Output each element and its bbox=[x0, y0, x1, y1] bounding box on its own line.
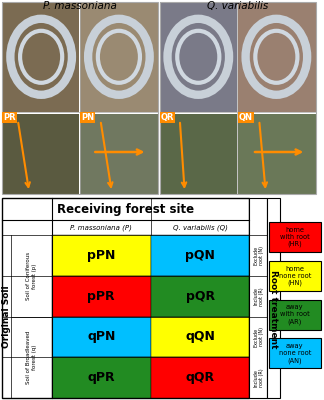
Bar bbox=[269, 222, 321, 252]
Bar bbox=[80, 2, 158, 112]
Text: PR: PR bbox=[3, 113, 16, 122]
Bar bbox=[151, 317, 249, 357]
Bar bbox=[151, 235, 249, 276]
Bar bbox=[2, 114, 79, 194]
Bar bbox=[160, 2, 237, 112]
Text: Original Soil: Original Soil bbox=[2, 285, 11, 348]
Bar bbox=[52, 357, 151, 398]
Text: P. massoniana (P): P. massoniana (P) bbox=[70, 224, 132, 231]
Text: away
with root
(AR): away with root (AR) bbox=[280, 304, 310, 325]
Text: pPN: pPN bbox=[87, 249, 115, 262]
Bar bbox=[158, 0, 160, 194]
Bar bbox=[160, 2, 316, 194]
Bar bbox=[52, 317, 151, 357]
Bar bbox=[249, 198, 267, 398]
Text: Soil of Broadleaved
forest (q): Soil of Broadleaved forest (q) bbox=[26, 331, 37, 384]
Text: pPR: pPR bbox=[87, 290, 115, 303]
Bar bbox=[2, 2, 79, 112]
Text: Root treatment: Root treatment bbox=[269, 270, 278, 348]
Text: qPR: qPR bbox=[87, 371, 115, 384]
Bar bbox=[2, 2, 158, 194]
Bar bbox=[52, 235, 151, 276]
Bar bbox=[151, 357, 249, 398]
Text: Soil of Coniferous
forest (p): Soil of Coniferous forest (p) bbox=[26, 252, 37, 300]
Bar bbox=[267, 198, 280, 398]
Bar bbox=[160, 114, 237, 194]
Text: Exclude
root (N): Exclude root (N) bbox=[253, 246, 264, 265]
Text: Receiving forest site: Receiving forest site bbox=[57, 202, 194, 216]
Text: QN: QN bbox=[239, 113, 253, 122]
Text: home
with root
(HR): home with root (HR) bbox=[280, 227, 310, 247]
Bar bbox=[269, 300, 321, 330]
Text: PN: PN bbox=[81, 113, 94, 122]
Bar bbox=[238, 114, 316, 194]
Text: Include
root (R): Include root (R) bbox=[253, 368, 264, 387]
Text: pQN: pQN bbox=[185, 249, 215, 262]
Bar bbox=[269, 338, 321, 368]
Text: qQR: qQR bbox=[186, 371, 214, 384]
Text: home
none root
(HN): home none root (HN) bbox=[279, 266, 311, 286]
Bar bbox=[2, 198, 249, 398]
Text: away
none root
(AN): away none root (AN) bbox=[279, 343, 311, 364]
Text: Exclude
root (N): Exclude root (N) bbox=[253, 327, 264, 346]
Text: Include
root (R): Include root (R) bbox=[253, 287, 264, 306]
Text: Q. variabilis (Q): Q. variabilis (Q) bbox=[173, 224, 227, 231]
Bar bbox=[80, 114, 158, 194]
Text: qPN: qPN bbox=[87, 330, 115, 344]
Text: QR: QR bbox=[160, 113, 174, 122]
Bar bbox=[52, 276, 151, 317]
Bar bbox=[269, 261, 321, 291]
Bar bbox=[238, 2, 316, 112]
Text: qQN: qQN bbox=[185, 330, 215, 344]
Bar bbox=[151, 276, 249, 317]
Text: pQR: pQR bbox=[186, 290, 214, 303]
Text: Q. variabilis: Q. variabilis bbox=[207, 1, 268, 11]
Text: P. massoniana: P. massoniana bbox=[43, 1, 117, 11]
